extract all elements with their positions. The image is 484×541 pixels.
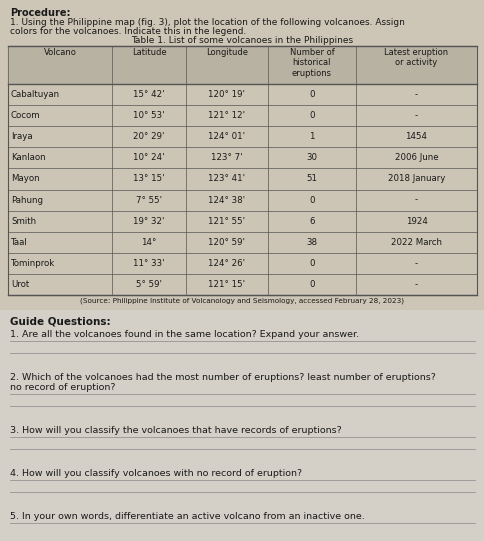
Text: 1: 1	[309, 132, 314, 141]
Text: Smith: Smith	[11, 216, 36, 226]
Text: 121° 12': 121° 12'	[208, 111, 245, 120]
Text: 13° 15': 13° 15'	[133, 174, 165, 183]
Text: Kanlaon: Kanlaon	[11, 153, 45, 162]
Text: 6: 6	[309, 216, 314, 226]
Text: 30: 30	[306, 153, 317, 162]
Text: 10° 53': 10° 53'	[133, 111, 165, 120]
Text: 0: 0	[309, 259, 314, 268]
Text: Procedure:: Procedure:	[10, 8, 70, 18]
Text: 124° 38': 124° 38'	[208, 195, 245, 204]
Text: 0: 0	[309, 280, 314, 289]
Text: 1. Using the Philippine map (fig. 3), plot the location of the following volcano: 1. Using the Philippine map (fig. 3), pl…	[10, 18, 404, 27]
Text: Iraya: Iraya	[11, 132, 32, 141]
Text: Table 1. List of some volcanoes in the Philippines: Table 1. List of some volcanoes in the P…	[131, 36, 353, 45]
Text: Cabaltuyan: Cabaltuyan	[11, 90, 60, 99]
Text: 1924: 1924	[405, 216, 426, 226]
Text: 120° 59': 120° 59'	[208, 237, 245, 247]
Text: 5° 59': 5° 59'	[136, 280, 162, 289]
Text: Pahung: Pahung	[11, 195, 43, 204]
Text: Latitude: Latitude	[132, 48, 166, 57]
Text: Taal: Taal	[11, 237, 28, 247]
Text: Number of
historical
eruptions: Number of historical eruptions	[289, 48, 333, 78]
Text: 123° 7': 123° 7'	[211, 153, 242, 162]
Text: 2018 January: 2018 January	[387, 174, 444, 183]
Text: 124° 01': 124° 01'	[208, 132, 245, 141]
Text: no record of eruption?: no record of eruption?	[10, 383, 115, 392]
Text: 1454: 1454	[405, 132, 426, 141]
Text: 2006 June: 2006 June	[394, 153, 438, 162]
Text: 0: 0	[309, 195, 314, 204]
Text: Mayon: Mayon	[11, 174, 40, 183]
Text: 1. Are all the volcanoes found in the same location? Expand your answer.: 1. Are all the volcanoes found in the sa…	[10, 330, 358, 339]
Text: -: -	[414, 90, 417, 99]
Text: -: -	[414, 259, 417, 268]
Bar	[0, 0, 484, 310]
Text: 121° 15': 121° 15'	[208, 280, 245, 289]
Text: Longitude: Longitude	[206, 48, 247, 57]
Text: 10° 24': 10° 24'	[133, 153, 165, 162]
Bar	[0, 310, 484, 541]
Text: -: -	[414, 280, 417, 289]
Text: 20° 29': 20° 29'	[133, 132, 165, 141]
Text: -: -	[414, 195, 417, 204]
Text: 121° 55': 121° 55'	[208, 216, 245, 226]
Text: 2. Which of the volcanoes had the most number of eruptions? least number of erup: 2. Which of the volcanoes had the most n…	[10, 373, 435, 382]
Text: 51: 51	[306, 174, 317, 183]
Text: -: -	[414, 111, 417, 120]
Text: 2022 March: 2022 March	[390, 237, 441, 247]
Text: Latest eruption
or activity: Latest eruption or activity	[384, 48, 448, 68]
Bar	[8, 46, 476, 295]
Text: Volcano: Volcano	[44, 48, 76, 57]
Text: 38: 38	[306, 237, 317, 247]
Text: Cocom: Cocom	[11, 111, 41, 120]
Text: 7° 55': 7° 55'	[136, 195, 162, 204]
Text: Urot: Urot	[11, 280, 29, 289]
Text: 3. How will you classify the volcanoes that have records of eruptions?: 3. How will you classify the volcanoes t…	[10, 426, 341, 435]
Text: Tominprok: Tominprok	[11, 259, 55, 268]
Text: 15° 42': 15° 42'	[133, 90, 165, 99]
Text: 4. How will you classify volcanoes with no record of eruption?: 4. How will you classify volcanoes with …	[10, 469, 302, 478]
Text: 0: 0	[309, 90, 314, 99]
Text: Guide Questions:: Guide Questions:	[10, 316, 110, 326]
Text: 14°: 14°	[141, 237, 156, 247]
Text: 0: 0	[309, 111, 314, 120]
Text: 5. In your own words, differentiate an active volcano from an inactive one.: 5. In your own words, differentiate an a…	[10, 512, 364, 521]
Text: 120° 19': 120° 19'	[208, 90, 245, 99]
Text: 19° 32': 19° 32'	[133, 216, 165, 226]
Bar	[8, 46, 476, 84]
Text: colors for the volcanoes. Indicate this in the legend.: colors for the volcanoes. Indicate this …	[10, 27, 246, 36]
Text: 123° 41': 123° 41'	[208, 174, 245, 183]
Text: (Source: Philippine Institute of Volcanology and Seismology, accessed February 2: (Source: Philippine Institute of Volcano…	[80, 298, 404, 305]
Text: 124° 26': 124° 26'	[208, 259, 245, 268]
Text: 11° 33': 11° 33'	[133, 259, 165, 268]
